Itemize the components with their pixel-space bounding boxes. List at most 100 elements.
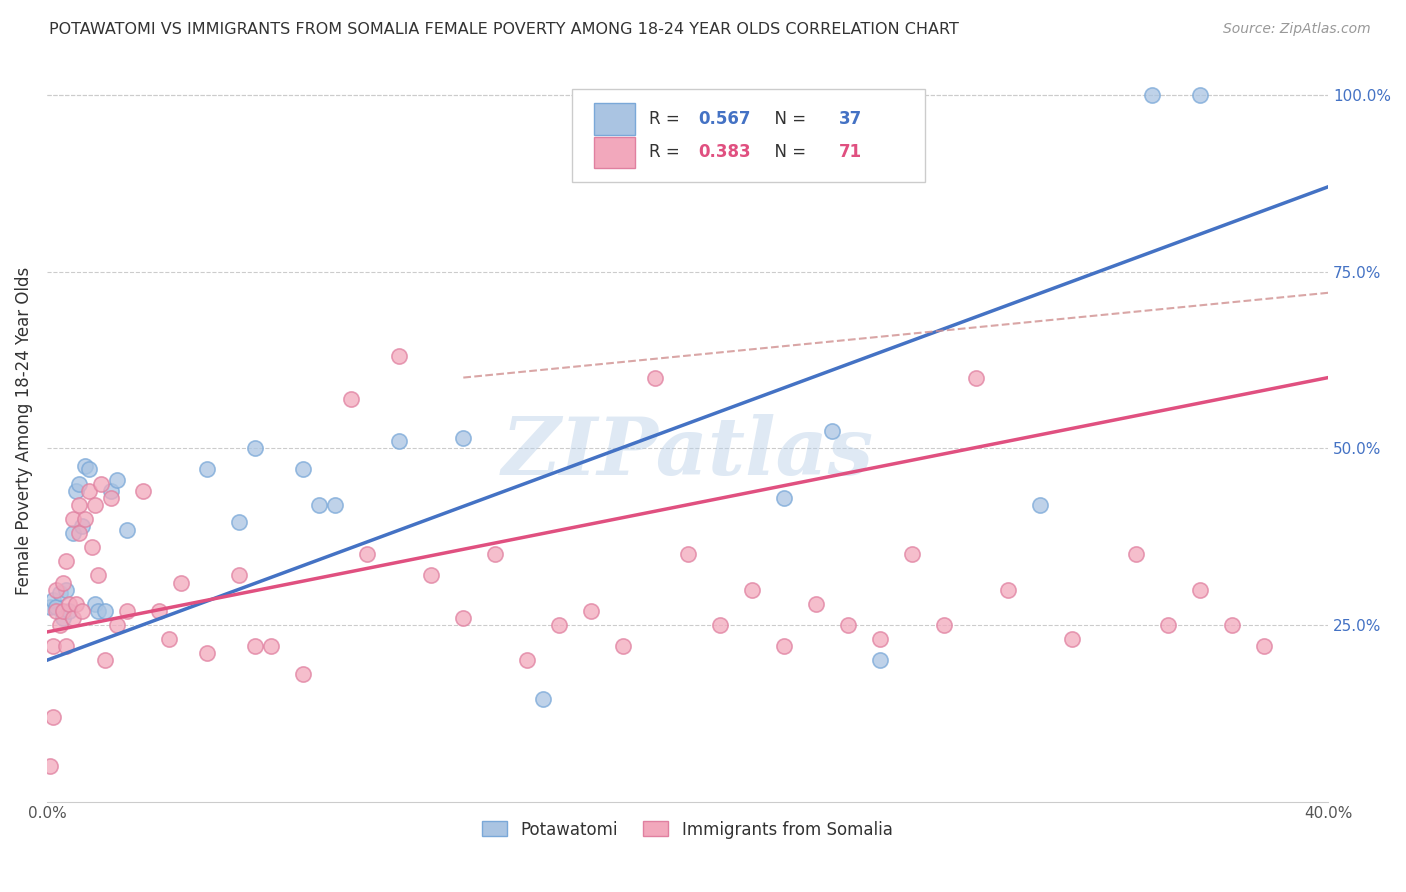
Point (356, 547, 378, 561)
Point (388, 434, 411, 449)
Point (55, 582, 77, 597)
Point (292, 462, 315, 476)
Point (531, 692, 554, 706)
Point (70, 604, 93, 618)
Text: Source: ZipAtlas.com: Source: ZipAtlas.com (1223, 22, 1371, 37)
Point (453, 611, 475, 625)
Point (42, 593, 65, 607)
Point (55, 554, 77, 568)
Point (157, 632, 180, 646)
Point (87, 568, 110, 582)
Text: N =: N = (765, 144, 811, 161)
Point (340, 392, 363, 406)
Point (52, 575, 75, 590)
Point (420, 568, 443, 582)
Point (55, 639, 77, 653)
Point (484, 547, 506, 561)
Point (58, 604, 80, 618)
Point (48, 618, 70, 632)
Point (709, 618, 731, 632)
Text: N =: N = (765, 110, 811, 128)
Point (1125, 547, 1147, 561)
Point (93, 604, 115, 618)
Point (612, 639, 634, 653)
Point (516, 653, 538, 667)
Point (821, 424, 844, 438)
Point (997, 582, 1019, 597)
Legend: Potawatomi, Immigrants from Somalia: Potawatomi, Immigrants from Somalia (475, 814, 900, 846)
Point (45, 604, 67, 618)
Point (548, 618, 571, 632)
Text: 37: 37 (839, 110, 862, 128)
Point (644, 370, 666, 384)
Point (741, 582, 763, 597)
Point (581, 604, 603, 618)
Point (39, 759, 62, 773)
Point (45, 582, 67, 597)
Point (45, 600, 67, 615)
Point (195, 462, 218, 476)
Bar (593, 136, 636, 168)
Point (804, 597, 827, 611)
Text: R =: R = (650, 110, 685, 128)
Point (965, 370, 987, 384)
Point (93, 653, 115, 667)
Bar (593, 103, 636, 135)
Point (228, 516, 250, 530)
Point (84, 597, 107, 611)
Text: R =: R = (650, 144, 685, 161)
Point (39, 600, 62, 615)
Point (932, 618, 955, 632)
Point (243, 442, 266, 456)
Point (70, 519, 93, 533)
Point (453, 431, 475, 445)
Point (52, 611, 75, 625)
Point (48, 586, 70, 600)
Point (1029, 498, 1052, 512)
Point (67, 498, 90, 512)
Text: ZIPatlas: ZIPatlas (502, 414, 873, 491)
Point (260, 639, 283, 653)
Point (243, 639, 266, 653)
Point (42, 639, 65, 653)
Point (67, 526, 90, 541)
Point (115, 523, 138, 537)
Point (67, 476, 90, 491)
Point (1188, 582, 1211, 597)
Text: 0.567: 0.567 (697, 110, 751, 128)
Point (105, 473, 128, 487)
Point (115, 604, 138, 618)
Point (900, 547, 922, 561)
Point (52, 604, 75, 618)
Point (62, 512, 84, 526)
Point (869, 653, 891, 667)
Point (195, 646, 218, 660)
Point (100, 491, 122, 505)
Point (105, 618, 128, 632)
Text: POTAWATOMI VS IMMIGRANTS FROM SOMALIA FEMALE POVERTY AMONG 18-24 YEAR OLDS CORRE: POTAWATOMI VS IMMIGRANTS FROM SOMALIA FE… (49, 22, 959, 37)
Point (77, 462, 100, 476)
Point (75, 512, 97, 526)
Point (228, 568, 250, 582)
Point (323, 498, 346, 512)
Point (132, 483, 155, 498)
Point (772, 491, 794, 505)
Point (80, 540, 103, 554)
Point (62, 526, 84, 541)
Y-axis label: Female Poverty Among 18-24 Year Olds: Female Poverty Among 18-24 Year Olds (15, 267, 32, 595)
Point (1060, 632, 1083, 646)
Text: 71: 71 (839, 144, 862, 161)
Point (75, 458, 97, 473)
Point (90, 476, 112, 491)
Point (65, 483, 87, 498)
Point (1253, 639, 1275, 653)
Point (87, 604, 110, 618)
Point (84, 498, 107, 512)
Point (170, 575, 193, 590)
Point (676, 547, 699, 561)
Point (869, 632, 891, 646)
Point (42, 710, 65, 724)
Point (62, 611, 84, 625)
Text: 0.383: 0.383 (697, 144, 751, 161)
Point (1140, 87, 1163, 102)
